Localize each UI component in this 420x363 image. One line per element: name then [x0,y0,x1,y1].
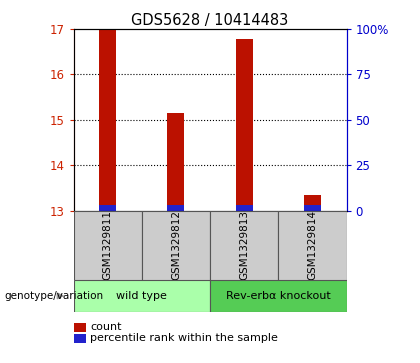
Bar [74,211,142,280]
Bar [210,211,278,280]
Text: wild type: wild type [116,291,167,301]
Bar [210,280,346,312]
Text: GDS5628 / 10414483: GDS5628 / 10414483 [131,13,289,28]
Text: percentile rank within the sample: percentile rank within the sample [90,333,278,343]
Text: genotype/variation: genotype/variation [4,291,103,301]
Text: GSM1329811: GSM1329811 [102,210,113,280]
Bar [167,205,184,211]
Text: GSM1329812: GSM1329812 [171,210,181,280]
Bar [304,205,321,211]
Bar [304,195,321,211]
Bar [99,29,116,211]
Bar [74,280,210,312]
Text: GSM1329814: GSM1329814 [307,210,318,280]
Bar [236,39,253,211]
Bar [99,205,116,211]
Text: Rev-erbα knockout: Rev-erbα knockout [226,291,331,301]
Bar [142,211,210,280]
Bar [236,205,253,211]
Bar [278,211,346,280]
Text: count: count [90,322,122,333]
Bar [167,113,184,211]
Text: GSM1329813: GSM1329813 [239,210,249,280]
